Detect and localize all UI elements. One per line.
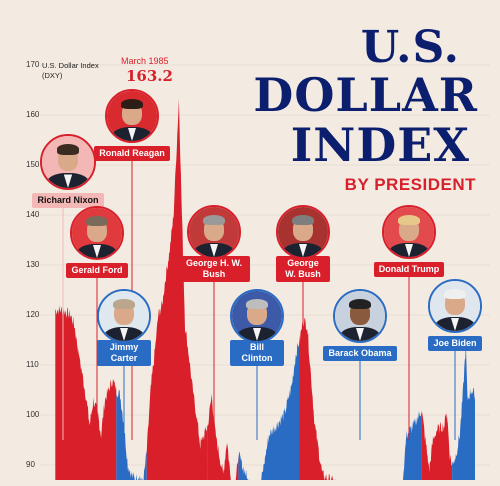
peak-date-annotation: March 1985 (121, 56, 169, 66)
y-tick-label: 120 (26, 310, 40, 319)
series-area-jimmy-carter (116, 389, 147, 480)
y-tick-label: 160 (26, 110, 40, 119)
donald-trump-portrait (382, 205, 436, 259)
jimmy-carter-portrait (97, 289, 151, 343)
george-w-bush-portrait (276, 205, 330, 259)
y-tick-label: 90 (26, 460, 35, 469)
series-area-richard-nixon (55, 305, 98, 480)
president-name-label: Gerald Ford (66, 263, 128, 278)
president-marker: Bill Clinton (202, 289, 312, 366)
title-line-3: INDEX (290, 118, 470, 172)
title-line-2: DOLLAR (253, 68, 478, 122)
president-name-label: Donald Trump (373, 262, 445, 277)
y-axis-label: U.S. Dollar Index (DXY) (42, 61, 99, 80)
president-marker: Donald Trump (354, 205, 464, 277)
president-marker: George W. Bush (248, 205, 358, 282)
president-marker: Ronald Reagan (77, 89, 187, 161)
president-marker: Richard Nixon (13, 134, 123, 208)
president-name-label: George H. W. Bush (178, 256, 250, 282)
gerald-ford-portrait (70, 206, 124, 260)
title-line-1: U.S. (360, 22, 460, 73)
barack-obama-portrait (333, 289, 387, 343)
president-name-label: Jimmy Carter (97, 340, 151, 366)
president-marker: George H. W. Bush (159, 205, 269, 282)
subtitle: BY PRESIDENT (344, 175, 476, 194)
george-hw-bush-portrait (187, 205, 241, 259)
y-tick-label: 110 (26, 360, 39, 369)
president-name-label: Barack Obama (323, 346, 397, 361)
series-area-george-h-w-bush (207, 393, 239, 480)
series-area-george-w-bush (299, 317, 361, 480)
president-name-label: Richard Nixon (32, 193, 104, 208)
president-marker: Barack Obama (305, 289, 415, 361)
y-tick-label: 130 (26, 260, 40, 269)
series-area-joe-biden (452, 340, 475, 480)
president-name-label: Bill Clinton (230, 340, 284, 366)
joe-biden-portrait (428, 279, 482, 333)
president-marker: Gerald Ford (42, 206, 152, 278)
president-name-label: Joe Biden (428, 336, 482, 351)
richard-nixon-portrait (40, 134, 96, 190)
president-marker: Joe Biden (400, 279, 500, 351)
bill-clinton-portrait (230, 289, 284, 343)
y-tick-label: 100 (26, 410, 40, 419)
peak-value-annotation: 163.2 (126, 67, 173, 85)
y-tick-label: 140 (26, 210, 40, 219)
ronald-reagan-portrait (105, 89, 159, 143)
president-name-label: Ronald Reagan (94, 146, 170, 161)
series-area-donald-trump (421, 412, 453, 480)
president-name-label: George W. Bush (276, 256, 330, 282)
series-area-ronald-reagan (146, 98, 208, 481)
y-tick-label: 170 (26, 60, 40, 69)
series-area-barack-obama (360, 410, 422, 480)
y-tick-label: 150 (26, 160, 40, 169)
series-area-bill-clinton (238, 340, 300, 480)
series-area-gerald-ford (98, 378, 117, 480)
president-marker: Jimmy Carter (69, 289, 179, 366)
